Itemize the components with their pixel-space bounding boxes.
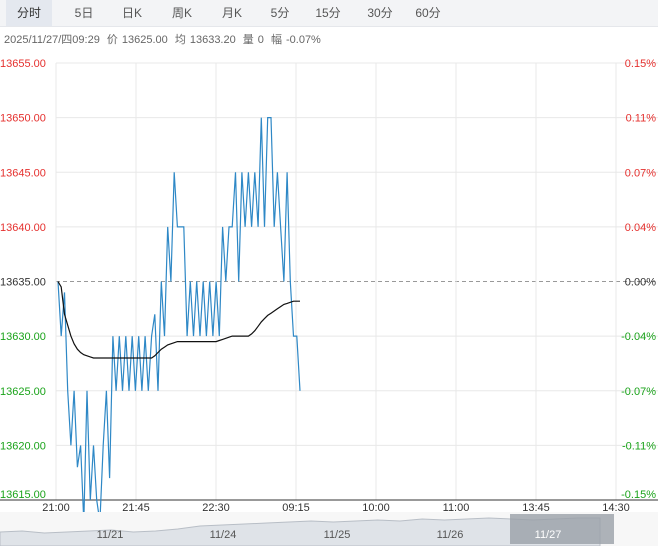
- x-tick-label: 14:30: [602, 502, 630, 512]
- volume-value: 0: [257, 34, 264, 46]
- x-tick-label: 21:00: [42, 502, 70, 512]
- tab-5[interactable]: 5分: [270, 6, 290, 20]
- tab-2[interactable]: 日K: [121, 6, 142, 20]
- pct-tick-label: -0.11%: [622, 440, 656, 452]
- volume-label: 量: [242, 34, 254, 46]
- y-tick-label: 13635.00: [0, 277, 46, 289]
- x-tick-label: 22:30: [202, 502, 230, 512]
- navigator-date-label: 11/27: [535, 529, 562, 541]
- x-tick-label: 10:00: [362, 502, 390, 512]
- y-tick-label: 13625.00: [0, 386, 46, 398]
- y-tick-label: 13645.00: [0, 167, 46, 179]
- pct-tick-label: -0.04%: [621, 331, 656, 343]
- date-navigator[interactable]: 11/21 11/24 11/25 11/26 11/27: [0, 512, 658, 546]
- x-tick-label: 13:45: [522, 502, 550, 512]
- pct-tick-label: 0.15%: [625, 58, 656, 70]
- tab-1[interactable]: 5日: [74, 6, 94, 20]
- y-tick-label: 13650.00: [0, 113, 46, 125]
- change-value: -0.07%: [285, 34, 321, 46]
- tab-6[interactable]: 15分: [315, 6, 341, 20]
- avg-label: 均: [174, 34, 186, 46]
- navigator-date-label: 11/24: [210, 529, 237, 541]
- intraday-chart[interactable]: 13655.00 0.15% 13650.00 0.11% 13645.00 0.07% 1…: [0, 55, 658, 512]
- x-tick-label: 09:15: [282, 502, 310, 512]
- pct-tick-label: 0.00%: [625, 277, 656, 289]
- average-price-line: [57, 281, 300, 359]
- price-value: 13625.00: [121, 34, 168, 46]
- price-label: 价: [106, 34, 118, 46]
- y-tick-label: 13620.00: [0, 440, 46, 452]
- tab-0[interactable]: 分时: [6, 0, 52, 26]
- pct-tick-label: 0.11%: [626, 113, 657, 125]
- pct-tick-label: -0.15%: [621, 489, 656, 501]
- price-line: [57, 117, 301, 512]
- x-tick-label: 21:45: [122, 502, 150, 512]
- navigator-date-label: 11/21: [97, 529, 124, 541]
- navigator-selection-window[interactable]: [510, 514, 614, 544]
- change-label: 幅: [270, 34, 282, 46]
- x-tick-label: 11:00: [443, 502, 470, 512]
- tab-7[interactable]: 30分: [367, 6, 393, 20]
- pct-tick-label: 0.04%: [625, 222, 656, 234]
- pct-tick-label: -0.07%: [621, 386, 656, 398]
- period-tab-bar: 分时 5日 日K 周K 月K 5分 15分 30分 60分: [0, 0, 658, 27]
- y-tick-label: 13630.00: [0, 331, 46, 343]
- avg-value: 13633.20: [189, 34, 236, 46]
- quote-datetime: 2025/11/27/四09:29: [4, 34, 100, 46]
- tab-8[interactable]: 60分: [415, 6, 441, 20]
- y-tick-label: 13640.00: [0, 222, 46, 234]
- tab-4[interactable]: 月K: [221, 6, 242, 20]
- navigator-date-label: 11/25: [324, 529, 351, 541]
- y-tick-label: 13615.00: [0, 489, 46, 501]
- y-tick-label: 13655.00: [0, 58, 46, 70]
- tab-3[interactable]: 周K: [171, 6, 192, 20]
- navigator-date-label: 11/26: [437, 529, 464, 541]
- pct-tick-label: 0.07%: [625, 167, 656, 179]
